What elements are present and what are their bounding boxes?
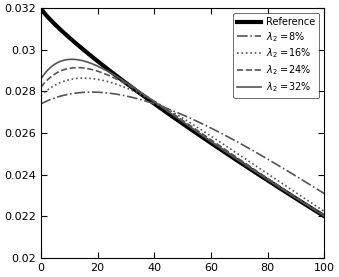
Reference xyxy=(192,130,196,133)
$\lambda_2$ =32% xyxy=(174,116,178,119)
Reference xyxy=(322,215,326,218)
$\lambda_2$ =8% xyxy=(208,126,212,129)
$\lambda_2$ =24% xyxy=(316,210,320,213)
Line: $\lambda_2$ =16%: $\lambda_2$ =16% xyxy=(41,78,324,211)
$\lambda_2$ =32% xyxy=(208,139,212,143)
$\lambda_2$ =24% xyxy=(174,114,178,117)
$\lambda_2$ =24% xyxy=(272,181,276,184)
$\lambda_2$ =24% xyxy=(75,66,79,69)
$\lambda_2$ =16% xyxy=(176,113,180,117)
$\lambda_2$ =24% xyxy=(322,214,326,217)
Reference xyxy=(174,117,178,120)
Line: $\lambda_2$ =8%: $\lambda_2$ =8% xyxy=(41,92,324,194)
$\lambda_2$ =32% xyxy=(39,77,43,81)
$\lambda_2$ =32% xyxy=(272,182,276,185)
$\lambda_2$ =16% xyxy=(272,176,276,179)
$\lambda_2$ =16% xyxy=(316,206,320,209)
Line: Reference: Reference xyxy=(41,8,324,216)
$\lambda_2$ =8% xyxy=(272,161,276,164)
$\lambda_2$ =32% xyxy=(70,58,74,61)
$\lambda_2$ =16% xyxy=(322,210,326,213)
$\lambda_2$ =8% xyxy=(174,110,178,114)
$\lambda_2$ =16% xyxy=(208,134,212,137)
Reference xyxy=(271,182,275,186)
$\lambda_2$ =8% xyxy=(89,90,94,94)
$\lambda_2$ =24% xyxy=(193,127,197,130)
$\lambda_2$ =32% xyxy=(322,214,326,218)
$\lambda_2$ =8% xyxy=(316,188,320,191)
$\lambda_2$ =8% xyxy=(39,102,43,106)
$\lambda_2$ =24% xyxy=(208,138,212,141)
$\lambda_2$ =24% xyxy=(176,116,180,119)
Reference xyxy=(39,6,43,10)
$\lambda_2$ =8% xyxy=(193,119,197,122)
$\lambda_2$ =16% xyxy=(81,76,85,80)
Reference xyxy=(207,140,212,144)
$\lambda_2$ =16% xyxy=(193,124,197,127)
$\lambda_2$ =32% xyxy=(176,117,180,120)
$\lambda_2$ =24% xyxy=(39,86,43,89)
$\lambda_2$ =8% xyxy=(176,111,180,114)
$\lambda_2$ =32% xyxy=(193,129,197,132)
$\lambda_2$ =32% xyxy=(316,211,320,214)
$\lambda_2$ =16% xyxy=(174,112,178,116)
Reference xyxy=(175,118,179,122)
$\lambda_2$ =16% xyxy=(39,94,43,97)
Line: $\lambda_2$ =32%: $\lambda_2$ =32% xyxy=(41,59,324,216)
Reference xyxy=(316,211,320,214)
$\lambda_2$ =8% xyxy=(322,192,326,195)
Line: $\lambda_2$ =24%: $\lambda_2$ =24% xyxy=(41,68,324,215)
Legend: Reference, $\lambda_2$ =8%, $\lambda_2$ =16%, $\lambda_2$ =24%, $\lambda_2$ =32%: Reference, $\lambda_2$ =8%, $\lambda_2$ … xyxy=(233,13,319,98)
